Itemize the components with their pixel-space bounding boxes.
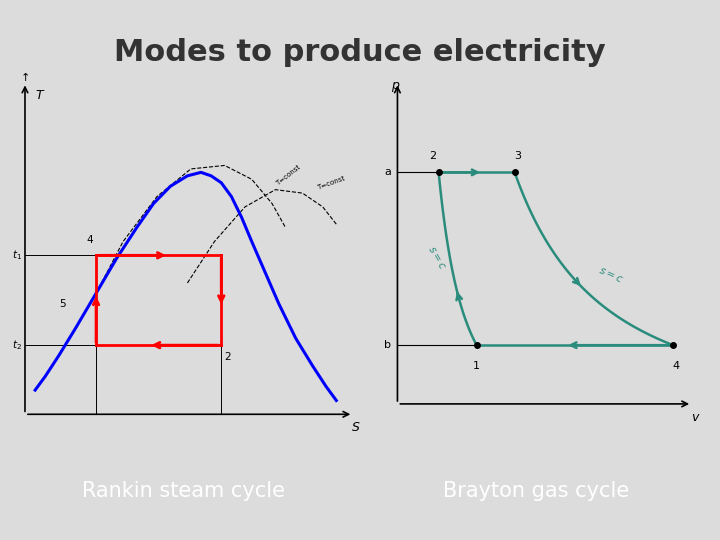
Text: v: v xyxy=(691,411,698,424)
Text: 1: 1 xyxy=(473,361,480,372)
Text: 5: 5 xyxy=(59,299,66,309)
Text: 2: 2 xyxy=(428,151,436,160)
Text: 4: 4 xyxy=(86,235,93,245)
Text: Brayton gas cycle: Brayton gas cycle xyxy=(444,481,629,502)
Text: 3: 3 xyxy=(514,151,521,160)
Text: Rankin steam cycle: Rankin steam cycle xyxy=(82,481,285,502)
Text: T: T xyxy=(35,90,42,103)
Text: b: b xyxy=(384,340,391,350)
Text: $s = c$: $s = c$ xyxy=(597,265,624,285)
Text: p: p xyxy=(391,79,399,92)
Text: $s = c$: $s = c$ xyxy=(426,244,447,271)
Text: 2: 2 xyxy=(225,352,231,362)
Text: $t_1$: $t_1$ xyxy=(12,248,22,262)
Text: T=const: T=const xyxy=(316,175,346,191)
Text: S: S xyxy=(352,421,360,434)
Text: T=const: T=const xyxy=(275,165,302,187)
Text: 4: 4 xyxy=(672,361,680,372)
Text: ↑: ↑ xyxy=(20,72,30,83)
Text: $t_2$: $t_2$ xyxy=(12,338,22,352)
Text: a: a xyxy=(384,167,391,177)
Text: Modes to produce electricity: Modes to produce electricity xyxy=(114,38,606,67)
